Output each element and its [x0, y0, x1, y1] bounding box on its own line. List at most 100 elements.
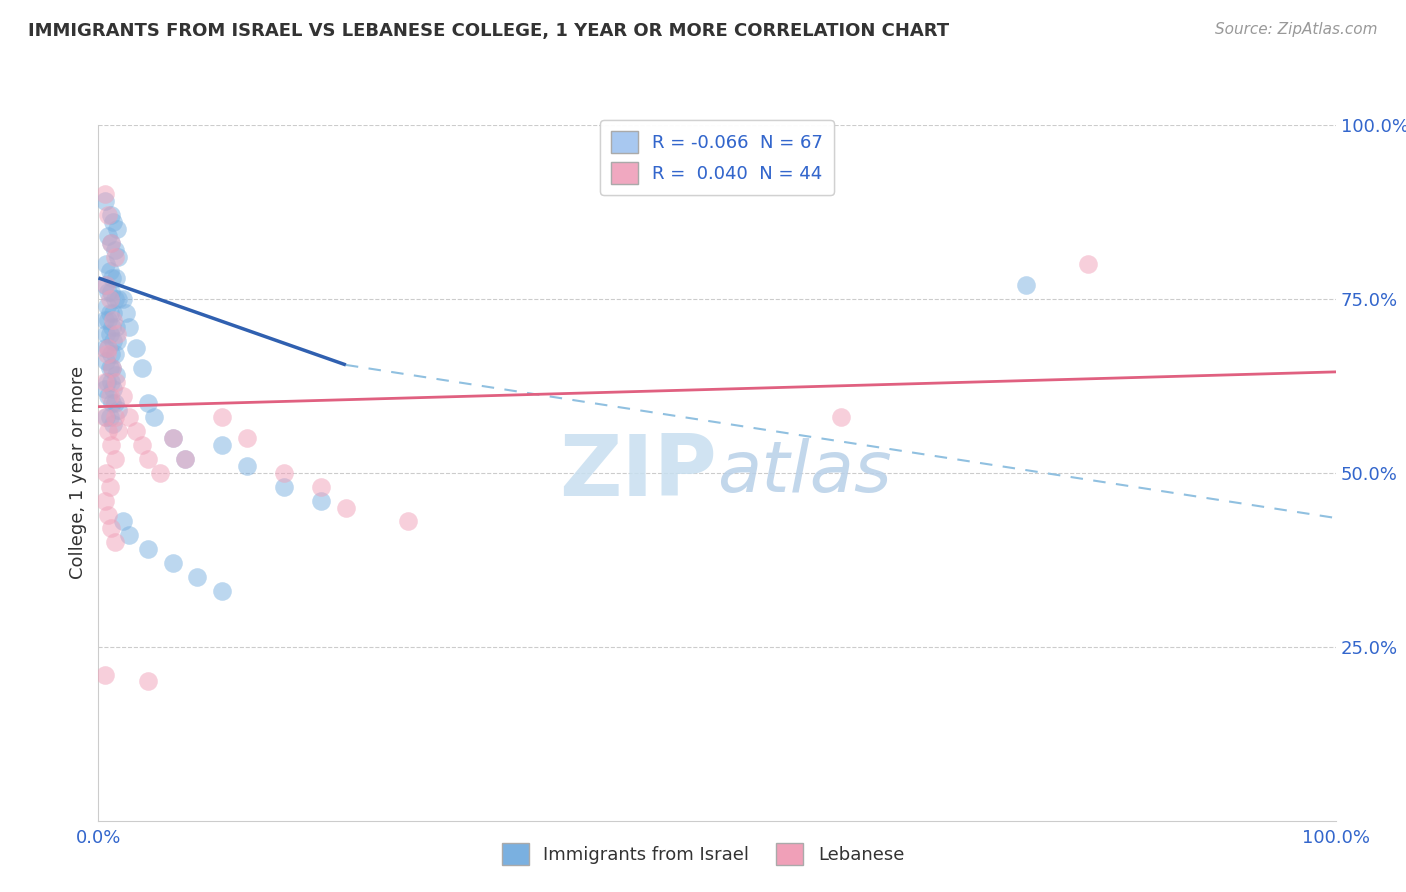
Point [309, 480, 332, 494]
Text: Source: ZipAtlas.com: Source: ZipAtlas.com [1215, 22, 1378, 37]
Point [211, 584, 233, 599]
Point [94, 354, 117, 368]
Point [236, 458, 259, 473]
Point [273, 466, 295, 480]
Point [94, 277, 117, 292]
Point [103, 417, 125, 431]
Point [114, 306, 136, 320]
Point [104, 319, 127, 334]
Point [93, 187, 115, 202]
Point [136, 674, 159, 689]
Point [97, 389, 120, 403]
Point [97, 341, 120, 355]
Point [103, 306, 125, 320]
Point [94, 466, 117, 480]
Point [103, 451, 125, 466]
Point [107, 250, 129, 264]
Point [107, 424, 129, 438]
Point [100, 347, 122, 361]
Point [131, 438, 153, 452]
Point [273, 480, 295, 494]
Point [211, 410, 233, 425]
Point [94, 326, 117, 341]
Point [101, 396, 124, 410]
Point [97, 208, 120, 222]
Point [98, 326, 121, 341]
Point [104, 376, 127, 390]
Point [103, 243, 125, 257]
Text: IMMIGRANTS FROM ISRAEL VS LEBANESE COLLEGE, 1 YEAR OR MORE CORRELATION CHART: IMMIGRANTS FROM ISRAEL VS LEBANESE COLLE… [28, 22, 949, 40]
Point [174, 451, 197, 466]
Legend: R = -0.066  N = 67, R =  0.040  N = 44: R = -0.066 N = 67, R = 0.040 N = 44 [600, 120, 834, 194]
Point [112, 292, 135, 306]
Point [186, 570, 208, 584]
Point [98, 410, 121, 425]
Point [103, 250, 125, 264]
Point [112, 389, 135, 403]
Point [118, 319, 141, 334]
Point [100, 236, 122, 251]
Point [97, 229, 120, 244]
Point [149, 466, 172, 480]
Point [97, 424, 120, 438]
Point [93, 341, 115, 355]
Point [96, 299, 118, 313]
Point [124, 341, 146, 355]
Point [118, 410, 141, 425]
Text: ZIP: ZIP [560, 431, 717, 515]
Point [103, 535, 125, 549]
Point [103, 347, 125, 361]
Point [103, 312, 125, 326]
Point [96, 376, 118, 390]
Point [136, 451, 159, 466]
Point [162, 556, 184, 570]
Point [309, 493, 332, 508]
Point [97, 285, 120, 299]
Point [104, 368, 127, 383]
Point [94, 257, 117, 271]
Point [211, 438, 233, 452]
Point [93, 667, 115, 681]
Point [98, 361, 121, 376]
Point [93, 194, 115, 209]
Point [97, 312, 120, 326]
Point [98, 389, 121, 403]
Point [100, 438, 122, 452]
Point [104, 271, 127, 285]
Point [103, 215, 125, 229]
Point [93, 382, 115, 396]
Point [101, 271, 124, 285]
Point [396, 515, 419, 529]
Point [93, 277, 115, 292]
Point [112, 515, 135, 529]
Point [136, 542, 159, 557]
Point [103, 396, 125, 410]
Point [100, 208, 122, 222]
Point [103, 382, 125, 396]
Point [101, 361, 124, 376]
Point [98, 306, 121, 320]
Point [335, 500, 357, 515]
Point [143, 410, 166, 425]
Point [97, 341, 120, 355]
Point [93, 376, 115, 390]
Point [105, 334, 128, 348]
Point [93, 493, 115, 508]
Point [830, 410, 852, 425]
Point [131, 361, 153, 376]
Text: atlas: atlas [717, 438, 891, 508]
Point [136, 396, 159, 410]
Legend: Immigrants from Israel, Lebanese: Immigrants from Israel, Lebanese [492, 834, 914, 874]
Point [1015, 277, 1038, 292]
Point [98, 264, 121, 278]
Point [100, 376, 122, 390]
Point [124, 424, 146, 438]
Point [174, 451, 197, 466]
Point [107, 403, 129, 417]
Point [162, 431, 184, 445]
Y-axis label: College, 1 year or more: College, 1 year or more [69, 367, 87, 579]
Point [103, 334, 125, 348]
Point [100, 521, 122, 535]
Point [98, 480, 121, 494]
Point [101, 361, 124, 376]
